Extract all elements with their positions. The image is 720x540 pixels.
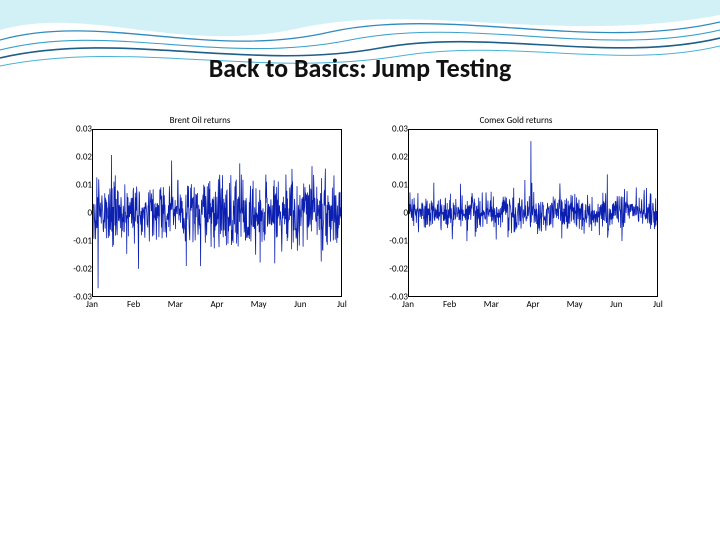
returns-line	[409, 141, 657, 241]
chart-left-yaxis: -0.03-0.02-0.0100.010.020.03	[58, 129, 92, 297]
chart-right-title: Comex Gold returns	[374, 115, 658, 126]
x-tick-label: Jun	[294, 299, 306, 310]
chart-left-plot-wrap: -0.03-0.02-0.0100.010.020.03 JanFebMarAp…	[58, 129, 342, 297]
slide-title: Back to Basics: Jump Testing	[0, 52, 720, 84]
x-tick-label: Mar	[484, 299, 499, 310]
x-tick-label: Feb	[443, 299, 456, 310]
y-tick-label: -0.02	[62, 264, 92, 275]
x-tick-label: Jul	[653, 299, 663, 310]
y-tick-label: -0.01	[62, 236, 92, 247]
chart-left-svg	[93, 130, 341, 297]
chart-right: Comex Gold returns -0.03-0.02-0.0100.010…	[374, 115, 658, 297]
x-tick-label: May	[567, 299, 583, 310]
chart-left-title: Brent Oil returns	[58, 115, 342, 126]
x-tick-label: Apr	[210, 299, 223, 310]
charts-row: Brent Oil returns -0.03-0.02-0.0100.010.…	[58, 115, 658, 297]
x-tick-label: May	[251, 299, 267, 310]
y-tick-label: 0	[62, 208, 92, 219]
x-tick-label: Apr	[526, 299, 539, 310]
x-tick-label: Jan	[402, 299, 414, 310]
y-tick-label: 0	[378, 208, 408, 219]
y-tick-label: 0.02	[378, 152, 408, 163]
x-tick-label: Jul	[337, 299, 347, 310]
y-tick-label: 0.02	[62, 152, 92, 163]
x-tick-label: Feb	[127, 299, 140, 310]
y-tick-label: 0.03	[378, 124, 408, 135]
chart-left-plotbox	[92, 129, 342, 297]
y-tick-label: 0.03	[62, 124, 92, 135]
y-tick-label: -0.01	[378, 236, 408, 247]
returns-line	[93, 155, 341, 288]
chart-left: Brent Oil returns -0.03-0.02-0.0100.010.…	[58, 115, 342, 297]
y-tick-label: -0.02	[378, 264, 408, 275]
slide: Back to Basics: Jump Testing Brent Oil r…	[0, 0, 720, 540]
chart-right-yaxis: -0.03-0.02-0.0100.010.020.03	[374, 129, 408, 297]
chart-right-plotbox	[408, 129, 658, 297]
chart-right-plot-wrap: -0.03-0.02-0.0100.010.020.03 JanFebMarAp…	[374, 129, 658, 297]
chart-right-svg	[409, 130, 657, 297]
x-tick-label: Mar	[168, 299, 183, 310]
y-tick-label: 0.01	[62, 180, 92, 191]
x-tick-label: Jan	[86, 299, 98, 310]
y-tick-label: 0.01	[378, 180, 408, 191]
x-tick-label: Jun	[610, 299, 622, 310]
